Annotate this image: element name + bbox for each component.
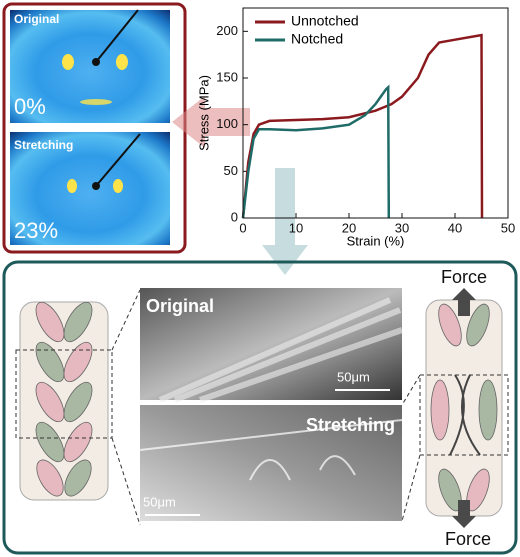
sem-label: Stretching [306, 415, 395, 435]
saxs-label: Original [14, 12, 59, 26]
sem-label: Original [146, 296, 214, 316]
force-label: Force [441, 267, 487, 287]
chart: 0 10 20 30 40 50 0 50 100 150 200 Strain (%) Stress … [196, 7, 515, 248]
x-tick-label: 40 [448, 220, 462, 235]
arrow [262, 168, 308, 275]
x-tick-label: 20 [342, 220, 356, 235]
legend-label: Notched [291, 31, 343, 47]
data-line [241, 84, 391, 219]
y-tick-label: 100 [216, 116, 238, 131]
y-tick-label: 200 [216, 23, 238, 38]
saxs-label: Stretching [14, 138, 73, 152]
x-tick-label: 50 [501, 220, 515, 235]
saxs-strain: 0% [14, 94, 46, 119]
force-label: Force [445, 529, 491, 549]
y-tick-label: 150 [216, 69, 238, 84]
saxs-strain: 23% [14, 218, 58, 243]
sem-image [139, 288, 403, 521]
plot-frame [242, 7, 509, 219]
fiber-schematic [15, 289, 141, 526]
sem-frame [2, 260, 518, 555]
x-tick-label: 0 [239, 220, 246, 235]
saxs-image [10, 132, 170, 245]
data-line [241, 33, 484, 219]
scale-bar-label: 50μm [337, 369, 370, 384]
x-tick-label: 30 [395, 220, 409, 235]
y-tick-label: 50 [224, 163, 238, 178]
fiber-schematic [401, 288, 509, 528]
x-tick-label: 10 [289, 220, 303, 235]
arrow [172, 96, 250, 148]
y-tick-label: 0 [231, 209, 238, 224]
saxs-image [10, 9, 170, 123]
scale-bar-label: 50μm [143, 494, 176, 509]
x-axis-label: Strain (%) [347, 233, 405, 248]
legend-label: Unnotched [291, 13, 359, 29]
y-axis-label: Stress (MPa) [196, 75, 211, 151]
